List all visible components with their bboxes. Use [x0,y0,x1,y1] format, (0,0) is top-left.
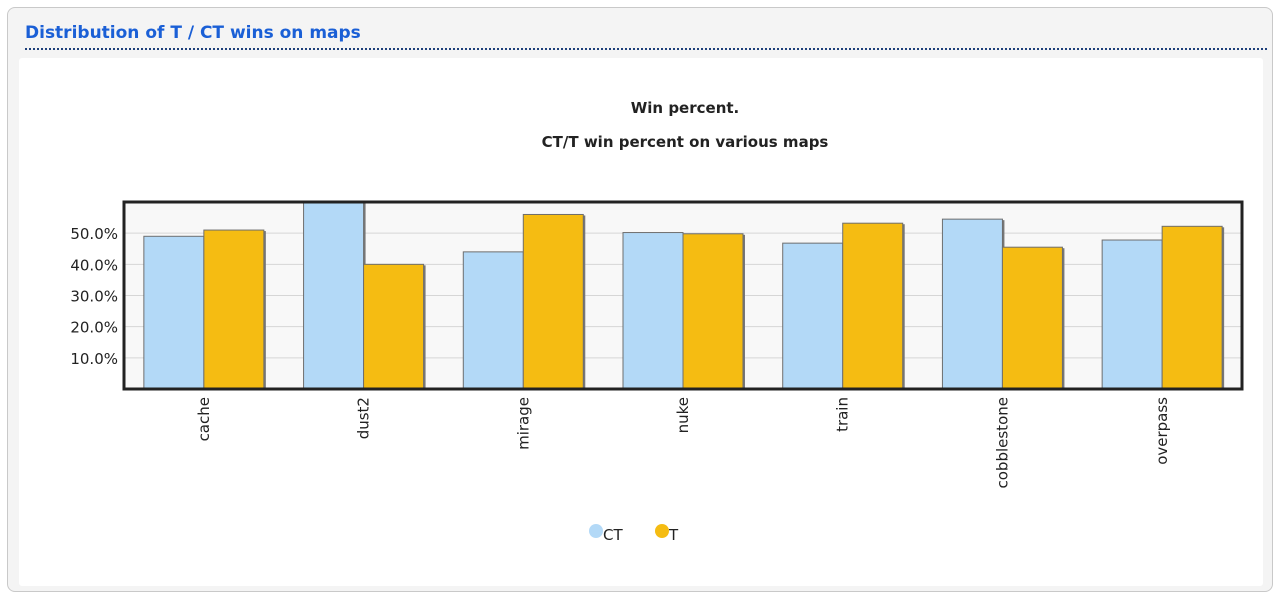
x-tick-label: mirage [514,397,532,450]
bar-ct-nuke[interactable] [622,232,684,390]
chart-container: Win percent. CT/T win percent on various… [19,58,1263,586]
x-tick-label: overpass [1153,397,1171,465]
bar-ct-cobblestone[interactable] [941,218,1003,390]
y-tick-label: 20.0% [70,319,118,337]
bar-ct-dust2[interactable] [303,201,365,390]
bar-ct-overpass[interactable] [1101,239,1163,390]
y-tick-label: 40.0% [70,256,118,274]
legend: CT T [589,524,679,544]
x-tick-label: cache [195,397,213,441]
title-divider [25,48,1267,50]
x-axis-labels: cache dust2 mirage nuke train cobblestone over… [195,397,1171,489]
bar-ct-cache[interactable] [143,235,205,390]
bar-t-train[interactable] [842,222,904,390]
bar-ct-mirage[interactable] [462,251,524,390]
bar-t-overpass[interactable] [1161,225,1223,390]
y-tick-label: 30.0% [70,288,118,306]
bar-t-cache[interactable] [203,229,265,390]
y-tick-label: 50.0% [70,225,118,243]
x-tick-label: cobblestone [993,397,1011,488]
bar-t-dust2[interactable] [363,263,425,390]
legend-label-t[interactable]: T [668,526,679,544]
bar-t-mirage[interactable] [522,213,584,390]
bar-chart: Win percent. CT/T win percent on various… [70,99,1244,544]
chart-subtitle: CT/T win percent on various maps [542,133,829,151]
bar-ct-train[interactable] [782,242,844,390]
legend-label-ct[interactable]: CT [603,526,623,544]
chart-panel: Distribution of T / CT wins on maps Win … [7,7,1273,592]
bars [143,201,1225,390]
panel-title: Distribution of T / CT wins on maps [25,23,361,43]
plot-frame [122,200,1244,391]
legend-marker-t[interactable] [655,524,669,538]
chart-title: Win percent. [631,99,740,117]
x-tick-label: dust2 [355,397,373,439]
y-axis-ticks: 10.0% 20.0% 30.0% 40.0% 50.0% [70,225,118,368]
x-tick-label: train [834,397,852,432]
bar-t-nuke[interactable] [682,233,744,390]
x-tick-label: nuke [674,397,692,433]
legend-marker-ct[interactable] [589,524,603,538]
bar-t-cobblestone[interactable] [1001,246,1063,390]
y-tick-label: 10.0% [70,350,118,368]
